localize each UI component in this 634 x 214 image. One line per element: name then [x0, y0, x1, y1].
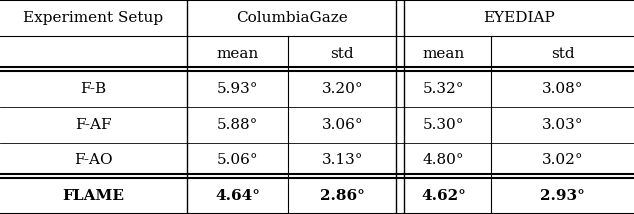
Text: 2.93°: 2.93°: [540, 189, 585, 203]
Text: F-AO: F-AO: [74, 153, 113, 168]
Text: 3.06°: 3.06°: [321, 118, 363, 132]
Text: F-B: F-B: [81, 82, 107, 96]
Text: 5.93°: 5.93°: [217, 82, 259, 96]
Text: 3.20°: 3.20°: [321, 82, 363, 96]
Text: FLAME: FLAME: [63, 189, 124, 203]
Text: 2.86°: 2.86°: [320, 189, 365, 203]
Text: 3.02°: 3.02°: [542, 153, 583, 168]
Text: std: std: [330, 46, 354, 61]
Text: 5.32°: 5.32°: [423, 82, 465, 96]
Text: mean: mean: [217, 46, 259, 61]
Text: 5.30°: 5.30°: [423, 118, 465, 132]
Text: Experiment Setup: Experiment Setup: [23, 11, 164, 25]
Text: 4.64°: 4.64°: [216, 189, 260, 203]
Text: F-AF: F-AF: [75, 118, 112, 132]
Text: 4.62°: 4.62°: [422, 189, 466, 203]
Text: 4.80°: 4.80°: [423, 153, 465, 168]
Text: 5.06°: 5.06°: [217, 153, 259, 168]
Text: 3.03°: 3.03°: [542, 118, 583, 132]
Text: 3.08°: 3.08°: [542, 82, 583, 96]
Text: ColumbiaGaze: ColumbiaGaze: [236, 11, 347, 25]
Text: 5.88°: 5.88°: [217, 118, 259, 132]
Text: mean: mean: [423, 46, 465, 61]
Text: 3.13°: 3.13°: [321, 153, 363, 168]
Text: EYEDIAP: EYEDIAP: [483, 11, 555, 25]
Text: std: std: [551, 46, 574, 61]
